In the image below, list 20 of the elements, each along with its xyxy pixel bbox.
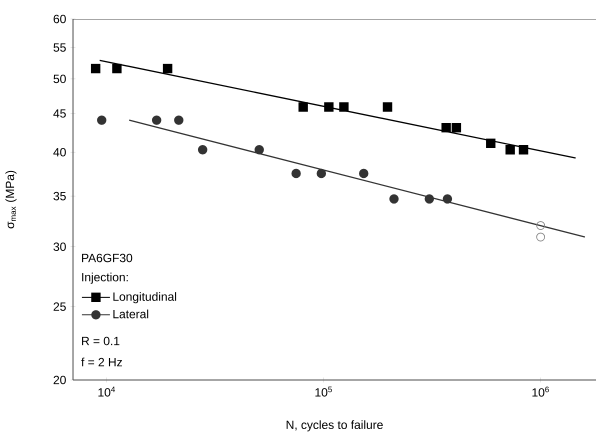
- x-tick-label: 10$^{5}$: [315, 386, 332, 397]
- legend-label: Lateral: [113, 310, 148, 318]
- annotation: R = 0.1: [82, 336, 120, 346]
- annotation: PA6GF30: [82, 254, 132, 262]
- annotation: Injection:: [82, 272, 128, 284]
- legend-label: Longitudinal: [113, 292, 176, 304]
- y-tick-label: 40: [53, 148, 66, 156]
- x-tick-label: 10$^{4}$: [98, 386, 116, 397]
- y-tick-label: 30: [53, 242, 66, 251]
- y-tick-label: 50: [54, 74, 66, 84]
- y-tick-label: 45: [53, 109, 66, 118]
- y-tick-label: 25: [54, 302, 66, 311]
- y-tick-label: 20: [54, 376, 66, 384]
- y-axis-title: σ$_{max}$ (MPa): [5, 170, 17, 228]
- y-tick-label: 60: [54, 14, 66, 24]
- x-axis-title: N, cycles to failure: [286, 420, 383, 432]
- y-tick-label: 55: [54, 43, 66, 52]
- y-tick-label: 35: [53, 192, 66, 200]
- x-tick-label: 10$^{6}$: [532, 386, 549, 397]
- annotation: f = 2 Hz: [81, 358, 122, 366]
